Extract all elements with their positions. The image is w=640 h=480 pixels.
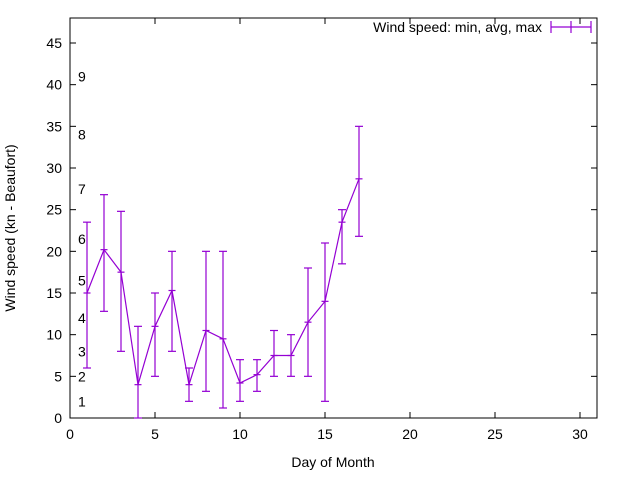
y-tick-label: 10: [46, 327, 62, 343]
x-tick-label: 0: [66, 426, 74, 442]
beaufort-label: 2: [78, 368, 86, 384]
y-tick-label: 25: [46, 202, 62, 218]
plot-border: [69, 17, 598, 419]
data-series-layer: [83, 125, 363, 419]
beaufort-scale-labels: 1 2 3 4 5 6 7 8 9: [78, 68, 86, 409]
y-tick-label: 0: [54, 410, 62, 426]
x-tick-label: 25: [487, 426, 503, 442]
beaufort-label: 5: [78, 273, 86, 289]
legend-line-sample: [550, 21, 592, 33]
y-tick-label: 5: [54, 368, 62, 384]
beaufort-label: 7: [78, 181, 86, 197]
beaufort-label: 8: [78, 127, 86, 143]
y-axis-title: Wind speed (kn - Beaufort): [2, 144, 18, 311]
y-tick-label: 30: [46, 160, 62, 176]
beaufort-label: 3: [78, 343, 86, 359]
beaufort-label: 4: [78, 310, 86, 326]
x-axis-title: Day of Month: [291, 454, 374, 470]
y-tick-label: 45: [46, 35, 62, 51]
x-tick-label: 5: [151, 426, 159, 442]
y-tick-label: 20: [46, 243, 62, 259]
y-tick-label: 15: [46, 285, 62, 301]
beaufort-label: 6: [78, 231, 86, 247]
x-tick-label: 15: [317, 426, 333, 442]
legend[interactable]: Wind speed: min, avg, max: [373, 19, 592, 35]
y-tick-label: 35: [46, 118, 62, 134]
beaufort-label: 1: [78, 393, 86, 409]
x-tick-label: 30: [572, 426, 588, 442]
x-tick-label: 20: [402, 426, 418, 442]
legend-label: Wind speed: min, avg, max: [373, 19, 542, 35]
x-tick-label: 10: [232, 426, 248, 442]
y-tick-label: 40: [46, 77, 62, 93]
x-axis-ticks: 0 5 10 15 20 25 30: [66, 18, 588, 442]
beaufort-label: 9: [78, 68, 86, 84]
